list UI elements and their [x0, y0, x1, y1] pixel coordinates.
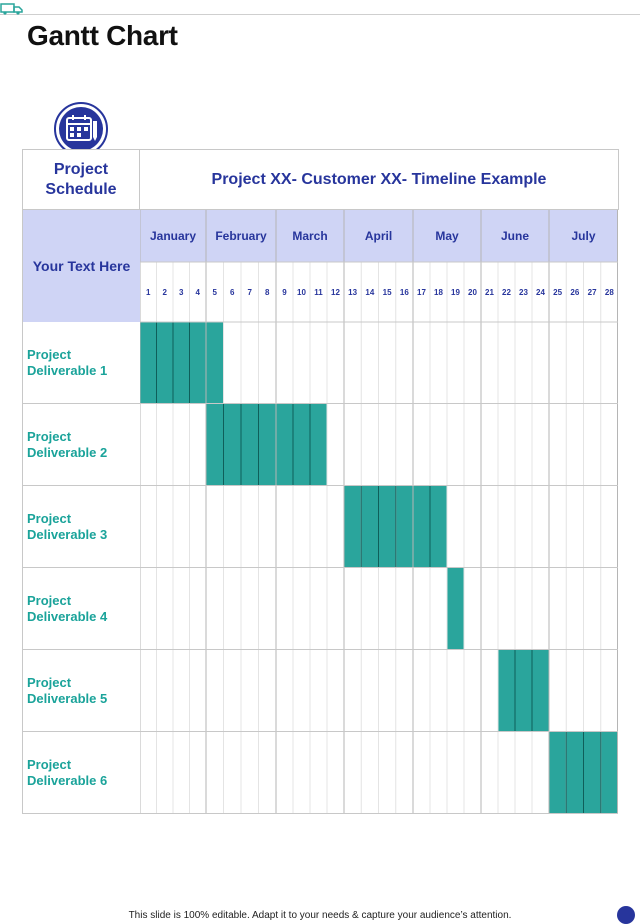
- calendar-badge: [54, 102, 108, 156]
- week-label: 3: [179, 288, 184, 297]
- calendar-icon: [66, 115, 97, 141]
- week-label: 20: [468, 288, 477, 297]
- week-label: 16: [400, 288, 409, 297]
- task-label: Project Deliverable 5: [22, 650, 140, 732]
- week-label: 2: [163, 288, 168, 297]
- month-label: January: [150, 229, 196, 243]
- month-band: [140, 210, 618, 262]
- project-schedule-label: Project Schedule: [22, 149, 140, 210]
- week-label: 14: [365, 288, 374, 297]
- week-label: 21: [485, 288, 494, 297]
- week-label: 27: [588, 288, 597, 297]
- month-label: February: [215, 229, 267, 243]
- task-bar: [447, 568, 464, 650]
- week-label: 17: [417, 288, 426, 297]
- week-label: 9: [282, 288, 287, 297]
- task-bar: [498, 650, 549, 732]
- week-label: 28: [605, 288, 614, 297]
- week-label: 25: [553, 288, 562, 297]
- week-label: 10: [297, 288, 306, 297]
- gantt-table: Project Schedule Project XX- Customer XX…: [22, 149, 619, 814]
- week-label: 15: [383, 288, 392, 297]
- week-label: 7: [248, 288, 253, 297]
- side-text-label: Your Text Here: [22, 210, 140, 322]
- task-label: Project Deliverable 6: [22, 732, 140, 814]
- week-label: 18: [434, 288, 443, 297]
- week-label: 12: [331, 288, 340, 297]
- month-label: April: [365, 229, 392, 243]
- month-label: March: [292, 229, 327, 243]
- month-label: June: [501, 229, 529, 243]
- week-label: 6: [230, 288, 235, 297]
- month-label: May: [435, 229, 459, 243]
- top-rule: [0, 14, 640, 15]
- week-label: 22: [502, 288, 511, 297]
- week-label: 26: [570, 288, 579, 297]
- page-dot: [617, 906, 635, 924]
- task-bar: [140, 322, 224, 404]
- task-bar: [206, 404, 327, 486]
- task-label: Project Deliverable 4: [22, 568, 140, 650]
- week-label: 13: [348, 288, 357, 297]
- week-label: 11: [314, 288, 323, 297]
- week-label: 5: [213, 288, 218, 297]
- week-label: 4: [196, 288, 201, 297]
- week-label: 24: [536, 288, 545, 297]
- month-label: July: [571, 229, 595, 243]
- footer-note: This slide is 100% editable. Adapt it to…: [128, 910, 512, 921]
- page-title: Gantt Chart: [27, 20, 178, 51]
- week-label: 8: [265, 288, 270, 297]
- week-label: 19: [451, 288, 460, 297]
- truck-icon: [0, 3, 23, 15]
- task-label: Project Deliverable 3: [22, 486, 140, 568]
- task-label: Project Deliverable 1: [22, 322, 140, 404]
- task-label: Project Deliverable 2: [22, 404, 140, 486]
- timeline-title: Project XX- Customer XX- Timeline Exampl…: [140, 149, 619, 210]
- week-label: 1: [146, 288, 151, 297]
- week-label: 23: [519, 288, 528, 297]
